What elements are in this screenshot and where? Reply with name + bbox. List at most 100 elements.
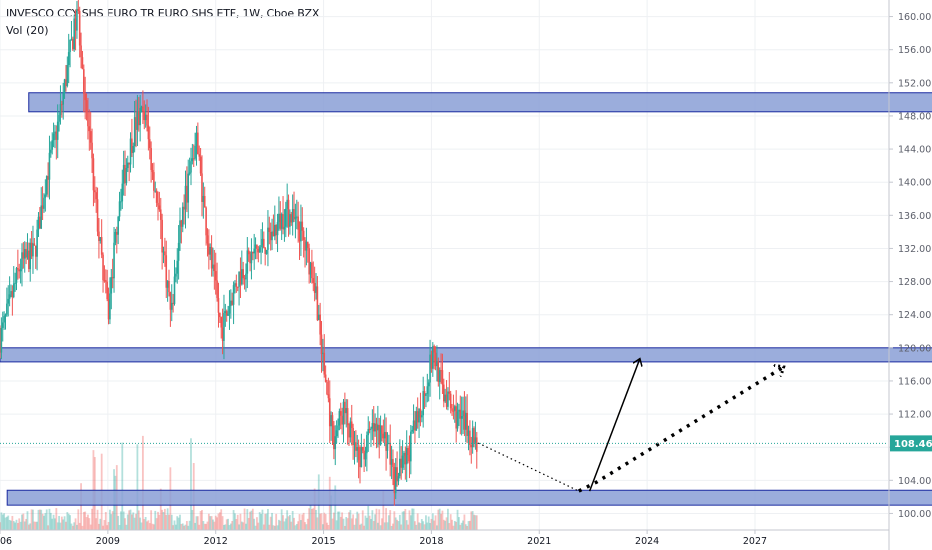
volume-bar <box>316 517 319 530</box>
volume-bar <box>265 513 268 530</box>
candle-body <box>370 428 372 430</box>
volume-bar <box>256 517 258 530</box>
candle-body <box>32 243 34 257</box>
candle-body <box>94 190 96 193</box>
candle-body <box>33 243 36 246</box>
time-axis[interactable]: 2006 2009 2012 2015 2018 2021 2024 2027 <box>0 529 889 547</box>
candle-body <box>194 145 196 159</box>
candle-body <box>219 312 221 318</box>
candle-body <box>23 249 26 259</box>
candle-body <box>323 352 326 375</box>
volume-bar <box>196 516 199 530</box>
volume-bar <box>298 514 301 530</box>
volume-bar <box>174 524 177 530</box>
volume-bar <box>224 524 227 530</box>
candle-body <box>436 361 438 367</box>
candle-body <box>410 431 412 462</box>
candle-body <box>403 452 405 456</box>
volume-bar <box>91 508 93 530</box>
volume-bar <box>453 520 456 530</box>
candle-body <box>236 286 239 288</box>
volume-bar <box>137 510 140 530</box>
projection-drawings[interactable] <box>477 359 784 493</box>
volume-bar <box>172 525 175 530</box>
candle-body <box>287 199 290 227</box>
volume-bar <box>141 435 144 530</box>
y-tick-label: 128.00 <box>898 277 931 288</box>
volume-bar <box>469 520 471 530</box>
volume-bar <box>99 518 102 530</box>
zone-rect-2[interactable] <box>0 347 932 363</box>
volume-bar <box>56 522 59 530</box>
zone-rect-3[interactable] <box>6 489 932 506</box>
volume-bar <box>188 520 191 530</box>
candle-body <box>26 250 29 258</box>
candle-body <box>414 420 416 431</box>
candle-body <box>78 10 81 46</box>
volume-bar <box>434 515 437 530</box>
candle-body <box>205 207 207 236</box>
candle-body <box>315 286 317 293</box>
volume-bar <box>313 488 316 530</box>
volume-bar <box>102 525 104 530</box>
candle-body <box>338 411 341 426</box>
candle-body <box>463 410 466 430</box>
candle-body <box>67 52 70 65</box>
candle-body <box>180 220 183 227</box>
candle-body <box>37 216 40 230</box>
support-resistance-zones[interactable] <box>0 92 932 506</box>
candle-body <box>137 111 140 126</box>
volume-bar <box>43 515 45 530</box>
zone-rect-1[interactable] <box>28 92 932 113</box>
volume-bar <box>47 525 49 530</box>
volume-bar <box>51 518 54 530</box>
candle-body <box>103 280 106 282</box>
volume-bar <box>243 508 246 530</box>
x-tick-label: 2015 <box>311 536 335 547</box>
projection-line-1[interactable] <box>477 442 580 492</box>
volume-bar <box>357 513 360 530</box>
candle-body <box>269 232 272 241</box>
volume-bar <box>400 524 403 530</box>
candle-body <box>235 283 238 287</box>
candle-body <box>183 206 185 210</box>
candle-body <box>175 273 177 277</box>
volume-bar <box>33 521 36 530</box>
volume-bar <box>396 519 398 530</box>
candle-body <box>271 231 273 241</box>
candle-body <box>165 255 168 288</box>
volume-bar <box>276 525 279 530</box>
volume-bar <box>321 524 324 530</box>
volume-bar <box>291 510 294 530</box>
candle-body <box>316 286 319 321</box>
projection-line-3[interactable] <box>578 367 784 493</box>
volume-bar <box>411 508 414 530</box>
projection-line-2[interactable] <box>588 359 640 492</box>
price-axis[interactable]: 100.00104.00108.00112.00116.00120.00124.… <box>888 0 932 550</box>
candle-body <box>322 352 324 355</box>
volume-bar <box>154 510 157 530</box>
volume-bar <box>308 508 311 530</box>
volume-bar <box>337 511 339 530</box>
candle-body <box>404 452 407 465</box>
volume-bar <box>371 510 374 530</box>
candle-body <box>228 306 231 314</box>
volume-bar <box>84 511 87 530</box>
candle-body <box>70 38 73 40</box>
volume-bar <box>247 517 250 530</box>
candle-body <box>302 230 305 240</box>
volume-bar <box>151 523 154 530</box>
volume-bar <box>394 517 397 530</box>
volume-bar <box>19 521 22 530</box>
volume-bar <box>22 513 25 530</box>
volume-bar <box>415 524 418 530</box>
volume-bar <box>286 510 289 530</box>
volume-bar <box>312 508 315 530</box>
candle-body <box>257 248 260 253</box>
candle-body <box>291 209 294 223</box>
candle-body <box>100 237 103 255</box>
volume-bar <box>267 508 269 530</box>
candle-body <box>62 92 65 105</box>
volume-bar <box>398 514 401 530</box>
